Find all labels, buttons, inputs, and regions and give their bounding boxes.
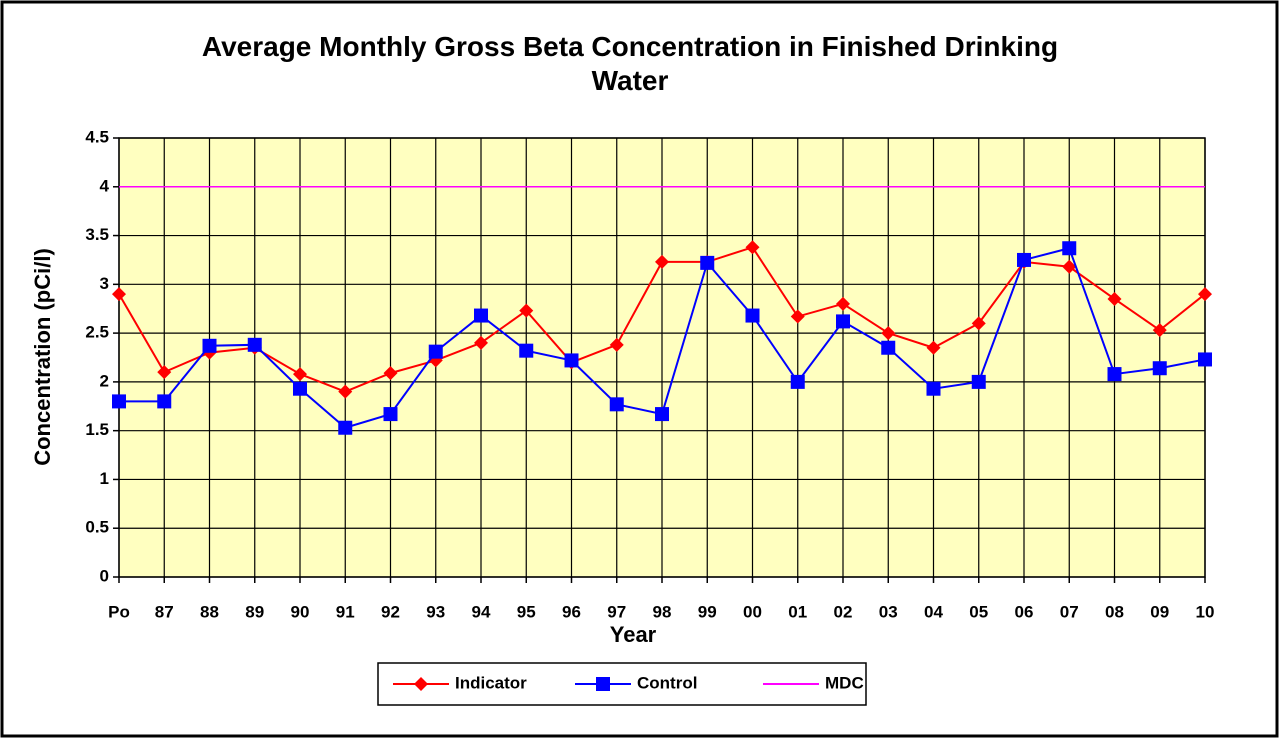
point	[112, 287, 126, 302]
y-tick-label: 4	[100, 176, 110, 195]
x-tick-label: 01	[788, 602, 807, 621]
y-tick-label: 4.5	[85, 127, 109, 146]
point	[1152, 361, 1167, 376]
y-tick-label: 3.5	[85, 225, 109, 244]
x-tick-label: 99	[698, 602, 717, 621]
y-tick-label: 1	[100, 469, 109, 488]
y-tick-label: 0.5	[85, 518, 109, 537]
point	[790, 374, 805, 389]
x-tick-label: 88	[200, 602, 219, 621]
x-tick-label: 90	[291, 602, 310, 621]
legend-label: Indicator	[455, 673, 527, 692]
x-tick-label: 96	[562, 602, 581, 621]
point	[428, 344, 443, 359]
point	[474, 335, 488, 350]
x-tick-label: 10	[1196, 602, 1215, 621]
point	[157, 394, 172, 409]
point	[609, 397, 624, 412]
point	[1198, 287, 1212, 302]
x-tick-label: 07	[1060, 602, 1079, 621]
point	[383, 407, 398, 422]
x-tick-label: 03	[879, 602, 898, 621]
x-tick-label: 97	[607, 602, 626, 621]
point	[202, 338, 217, 353]
point	[745, 240, 760, 255]
chart-title: Average Monthly Gross Beta Concentration…	[201, 31, 1059, 96]
point	[971, 374, 986, 389]
y-tick-label: 2	[100, 371, 109, 390]
point	[609, 337, 624, 352]
point	[1198, 352, 1212, 367]
point	[881, 340, 896, 355]
x-tick-label: 98	[653, 602, 672, 621]
x-tick-label: 91	[336, 602, 355, 621]
x-axis-label: Year	[610, 622, 657, 647]
x-tick-label: 93	[426, 602, 445, 621]
legend-label: Control	[637, 673, 697, 692]
point	[383, 366, 398, 381]
point	[745, 308, 760, 323]
point	[247, 337, 262, 352]
point	[157, 365, 172, 380]
x-tick-label: 04	[924, 602, 943, 621]
point	[564, 353, 579, 368]
legend-marker	[414, 677, 428, 691]
legend-marker	[596, 677, 610, 691]
point	[338, 384, 353, 399]
point	[519, 343, 534, 358]
point	[700, 255, 715, 270]
x-tick-label: Po	[108, 602, 130, 621]
point	[926, 381, 941, 396]
point	[1152, 323, 1167, 338]
point	[293, 367, 307, 382]
x-tick-label: 09	[1150, 602, 1169, 621]
y-tick-label: 1.5	[85, 420, 109, 439]
x-tick-label: 06	[1015, 602, 1034, 621]
y-tick-label: 2.5	[85, 323, 109, 342]
x-tick-label: 89	[245, 602, 264, 621]
x-tick-label: 94	[472, 602, 491, 621]
y-tick-label: 3	[100, 274, 109, 293]
point	[971, 316, 986, 331]
point	[112, 394, 126, 409]
point	[519, 303, 534, 318]
point	[926, 340, 941, 355]
x-tick-label: 95	[517, 602, 536, 621]
x-tick-label: 08	[1105, 602, 1124, 621]
point	[338, 420, 353, 435]
x-tick-label: 92	[381, 602, 400, 621]
point	[836, 296, 850, 311]
point	[836, 314, 850, 329]
x-tick-label: 00	[743, 602, 762, 621]
point	[293, 381, 307, 396]
point	[1107, 291, 1122, 306]
x-tick-label: 05	[969, 602, 988, 621]
x-tick-label: 87	[155, 602, 174, 621]
legend-label: MDC	[825, 673, 864, 692]
point	[1017, 252, 1031, 267]
point	[1062, 259, 1077, 274]
point	[881, 326, 896, 341]
point	[1062, 241, 1077, 256]
point	[655, 254, 669, 269]
point	[474, 308, 488, 323]
point	[655, 407, 669, 422]
y-axis-label: Concentration (pCi/l)	[30, 248, 55, 466]
point	[1107, 367, 1122, 382]
x-tick-label: 02	[834, 602, 853, 621]
point	[790, 309, 805, 324]
y-tick-label: 0	[100, 566, 109, 585]
